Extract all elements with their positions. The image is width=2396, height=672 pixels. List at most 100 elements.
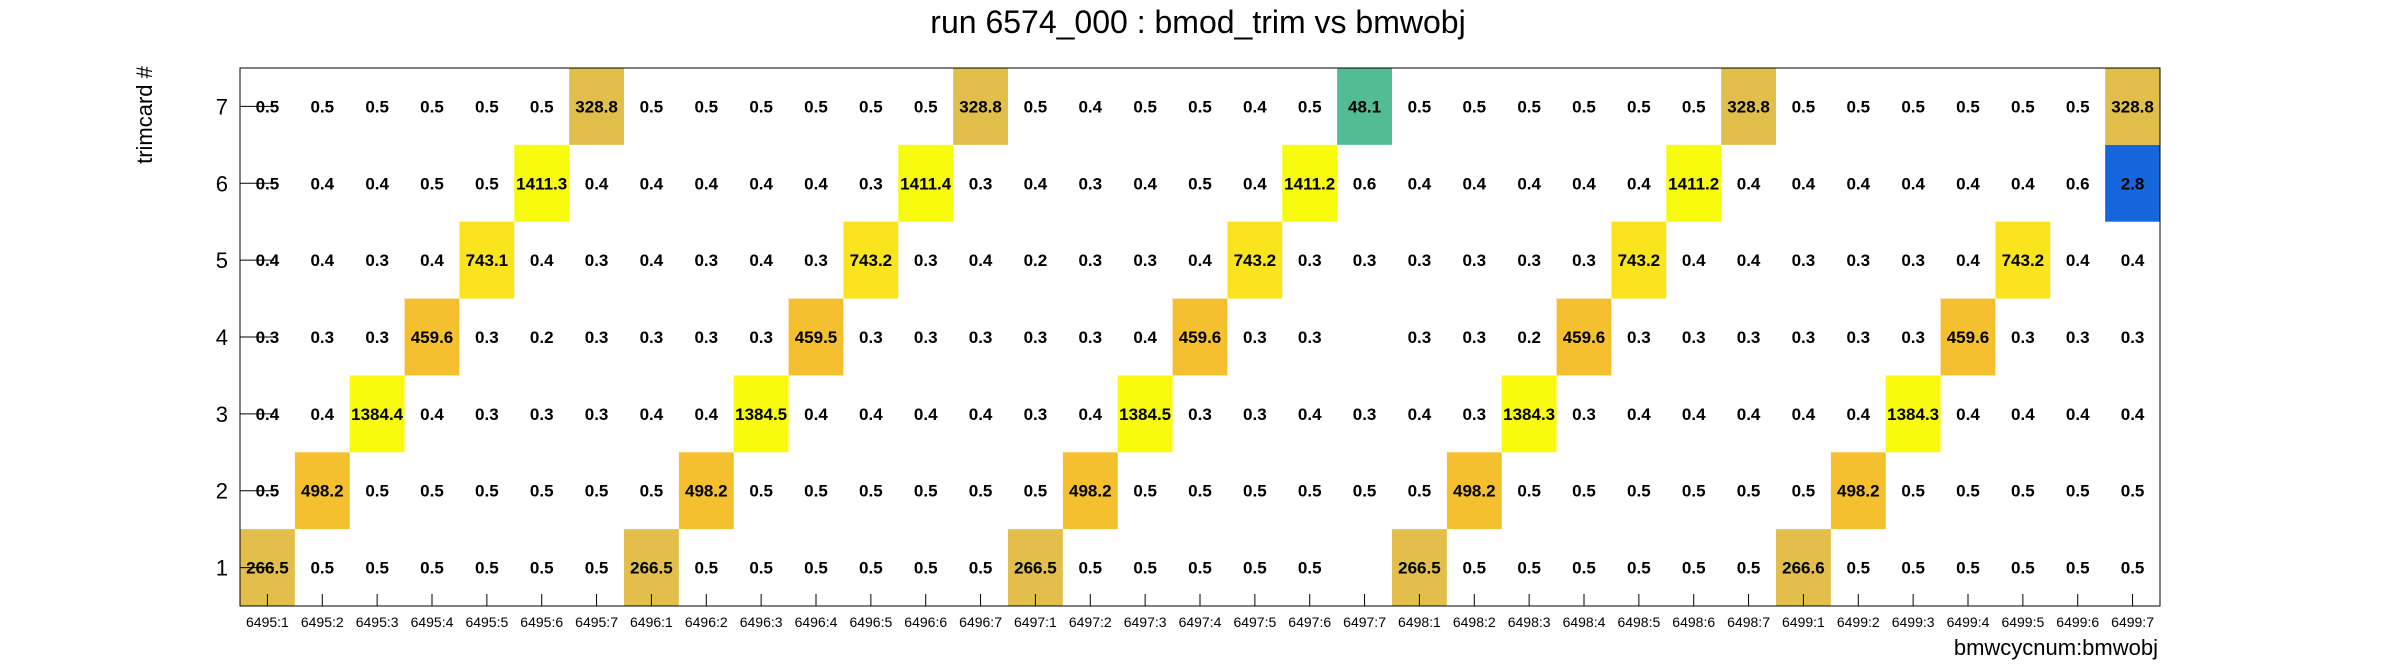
cell-value-label: 0.3 xyxy=(1517,251,1541,270)
cell-value-label: 0.5 xyxy=(1956,97,1980,116)
cell-value-label: 0.4 xyxy=(1792,405,1816,424)
cell-value-label: 743.2 xyxy=(2002,251,2045,270)
cell-value-label: 0.4 xyxy=(640,174,664,193)
cell-value-label: 0.4 xyxy=(2066,251,2090,270)
cell-value-label: 0.4 xyxy=(585,174,609,193)
cell-value-label: 0.5 xyxy=(1627,482,1651,501)
x-tick-label: 6496:2 xyxy=(685,614,728,630)
heatmap-cell xyxy=(2105,68,2160,145)
cell-value-label: 1384.5 xyxy=(1119,405,1171,424)
cell-value-label: 0.5 xyxy=(914,559,938,578)
cell-value-label: 0.4 xyxy=(1188,251,1212,270)
cell-value-label: 0.5 xyxy=(749,97,773,116)
heatmap-cell xyxy=(1282,144,1338,222)
cell-value-label: 0.3 xyxy=(1408,328,1432,347)
cell-value-label: 0.4 xyxy=(2011,405,2035,424)
cell-value-label: 0.4 xyxy=(804,405,828,424)
cell-value-label: 743.2 xyxy=(1234,251,1277,270)
cell-value-label: 0.2 xyxy=(1517,328,1541,347)
cell-value-label: 0.4 xyxy=(1572,174,1596,193)
cell-value-label: 48.1 xyxy=(1348,97,1381,116)
cell-value-label: 328.8 xyxy=(1727,97,1770,116)
cell-value-label: 266.5 xyxy=(630,559,673,578)
cell-value-label: 0.4 xyxy=(1682,251,1706,270)
cell-value-label: 0.4 xyxy=(1517,174,1541,193)
cell-value-label: 1411.2 xyxy=(1668,174,1719,193)
cell-value-label: 0.4 xyxy=(804,174,828,193)
cell-value-label: 0.5 xyxy=(2066,482,2090,501)
x-tick-label: 6496:6 xyxy=(904,614,947,630)
cell-value-label: 0.4 xyxy=(1956,251,1980,270)
cell-value-label: 0.3 xyxy=(1353,251,1377,270)
heatmap-cell xyxy=(294,452,350,530)
cell-value-label: 266.5 xyxy=(1398,559,1441,578)
cell-value-label: 0.4 xyxy=(1133,328,1157,347)
cell-value-label: 0.3 xyxy=(859,174,883,193)
cell-value-label: 0.4 xyxy=(1408,174,1432,193)
cell-value-label: 0.4 xyxy=(694,174,718,193)
x-tick-label: 6499:4 xyxy=(1947,614,1990,630)
cell-value-label: 0.3 xyxy=(1298,328,1322,347)
cell-value-label: 743.2 xyxy=(1618,251,1661,270)
cell-value-label: 0.4 xyxy=(749,174,773,193)
cell-value-label: 0.5 xyxy=(420,482,444,501)
heatmap-cell xyxy=(1446,452,1502,530)
x-tick-label: 6499:2 xyxy=(1837,614,1880,630)
heatmap-cell xyxy=(1940,298,1996,376)
cell-value-label: 328.8 xyxy=(575,97,618,116)
cell-value-label: 0.4 xyxy=(1956,405,1980,424)
cell-value-label: 0.5 xyxy=(1133,482,1157,501)
cell-value-label: 0.4 xyxy=(969,251,993,270)
cell-value-label: 0.5 xyxy=(1682,559,1706,578)
cell-value-label: 266.5 xyxy=(1014,559,1057,578)
cell-value-label: 0.5 xyxy=(1298,97,1322,116)
cell-value-label: 0.5 xyxy=(1956,559,1980,578)
cell-value-label: 0.3 xyxy=(1133,251,1157,270)
y-tick-label: 6 xyxy=(216,171,228,196)
cell-value-label: 0.3 xyxy=(1462,251,1486,270)
cell-value-label: 0.3 xyxy=(1188,405,1212,424)
x-tick-label: 6496:3 xyxy=(740,614,783,630)
x-axis-title: bmwcycnum:bmwobj xyxy=(1954,635,2158,660)
cell-value-label: 0.5 xyxy=(1846,97,1870,116)
heatmap-cell xyxy=(349,375,405,453)
cell-value-label: 0.5 xyxy=(1188,174,1212,193)
cell-value-label: 0.2 xyxy=(530,328,554,347)
cell-value-label: 0.4 xyxy=(694,405,718,424)
cell-value-label: 0.4 xyxy=(2011,174,2035,193)
cell-value-label: 1384.3 xyxy=(1503,405,1555,424)
cell-value-label: 0.3 xyxy=(1682,328,1706,347)
cell-value-label: 328.8 xyxy=(959,97,1002,116)
x-tick-label: 6499:1 xyxy=(1782,614,1825,630)
cell-value-label: 0.4 xyxy=(2121,251,2145,270)
cell-value-label: 0.4 xyxy=(310,405,334,424)
cell-value-label: 0.5 xyxy=(2121,482,2145,501)
plot-frame xyxy=(239,67,2161,607)
cell-value-label: 459.5 xyxy=(795,328,838,347)
x-tick-label: 6497:1 xyxy=(1014,614,1057,630)
cell-value-label: 0.5 xyxy=(1627,559,1651,578)
heatmap-cell xyxy=(459,221,515,299)
cell-value-label: 0.4 xyxy=(530,251,554,270)
y-axis-title: trimcard # xyxy=(132,65,157,164)
x-tick-label: 6497:7 xyxy=(1343,614,1386,630)
cell-value-label: 0.3 xyxy=(475,405,499,424)
x-tick-label: 6497:2 xyxy=(1069,614,1112,630)
cell-value-label: 0.6 xyxy=(2066,174,2090,193)
cell-value-label: 0.5 xyxy=(365,482,389,501)
cell-value-label: 0.5 xyxy=(1133,559,1157,578)
cell-value-label: 0.5 xyxy=(1846,559,1870,578)
cell-value-label: 0.3 xyxy=(1462,405,1486,424)
heatmap-cell xyxy=(678,452,734,530)
heatmap-cell xyxy=(404,298,460,376)
cell-value-label: 0.5 xyxy=(475,174,499,193)
cell-value-label: 0.3 xyxy=(804,251,828,270)
x-tick-label: 6499:3 xyxy=(1892,614,1935,630)
cell-value-label: 0.4 xyxy=(1024,174,1048,193)
cell-value-label: 0.5 xyxy=(2066,559,2090,578)
cell-value-label: 0.5 xyxy=(749,559,773,578)
cell-value-label: 0.4 xyxy=(1243,97,1267,116)
cell-value-label: 0.5 xyxy=(1956,482,1980,501)
cell-value-label: 0.3 xyxy=(1846,328,1870,347)
